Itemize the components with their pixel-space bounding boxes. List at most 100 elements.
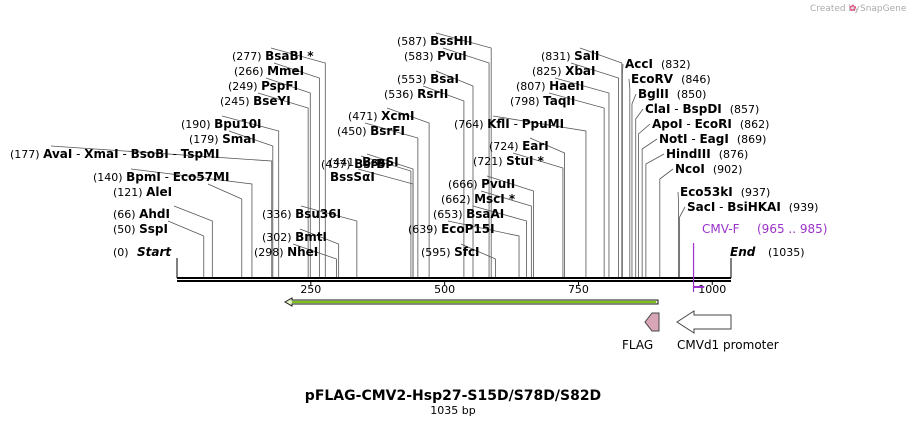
primer-cmv-f[interactable]: CMV-F (965 .. 985) [692, 222, 828, 292]
cut-site-avai[interactable]: (177) AvaI - XmaI - BsoBI - TspMI [10, 147, 219, 161]
cut-site-bsssi[interactable]: (441) BssSI [329, 155, 399, 169]
cut-site-label: (721) StuI * [473, 154, 545, 168]
leader-line [641, 138, 658, 277]
cut-site-apoi[interactable]: ApoI - EcoRI (862) [652, 117, 769, 131]
cut-site-bsabi[interactable]: (277) BsaBI * [232, 49, 314, 63]
leader-line [447, 220, 520, 277]
cut-site-stui[interactable]: (721) StuI * [473, 154, 545, 168]
cut-site-bsu36i[interactable]: (336) Bsu36I [262, 207, 341, 221]
cut-site-label: (666) PvuII [448, 177, 515, 191]
leader-line [635, 108, 644, 277]
leader-line [366, 153, 414, 277]
cut-site-bmti[interactable]: (302) BmtI [262, 230, 327, 244]
cut-site-label: (553) BsaI [397, 72, 459, 86]
start-position: (0) [113, 246, 129, 259]
cut-site-pspfi[interactable]: (249) PspFI [228, 79, 298, 93]
cut-site-label: (177) AvaI - XmaI - BsoBI - TspMI [10, 147, 219, 161]
leader-line [628, 78, 631, 277]
cut-site-label: BglII (850) [638, 87, 706, 101]
cut-site-bsssαi[interactable]: BssSαI [330, 170, 375, 184]
cut-site-label: Eco53kI (937) [680, 185, 770, 199]
cut-site-ncoi[interactable]: NcoI (902) [675, 162, 742, 176]
cut-site-label: (121) AleI [113, 185, 172, 199]
cut-site-label: (639) EcoP15I [408, 222, 495, 236]
cut-site-sfci[interactable]: (595) SfcI [421, 245, 480, 259]
cut-site-bsshii[interactable]: (587) BssHII [397, 34, 472, 48]
cut-site-bsrfi[interactable]: (450) BsrFI [337, 124, 405, 138]
leader-line [357, 168, 414, 277]
orf-arrow[interactable] [283, 297, 659, 307]
cut-site-pvuii[interactable]: (666) PvuII [448, 177, 515, 191]
cut-site-msci[interactable]: (662) MscI * [441, 192, 516, 206]
cut-site-clai[interactable]: ClaI - BspDI (857) [645, 102, 759, 116]
cut-site-label: (587) BssHII [397, 34, 472, 48]
cut-site-taqii[interactable]: (798) TaqII [510, 94, 575, 108]
cut-site-label: (798) TaqII [510, 94, 575, 108]
leader-line [300, 205, 358, 277]
cut-site-label: HindIII (876) [666, 147, 748, 161]
cut-site-ecorv[interactable]: EcoRV (846) [631, 72, 711, 86]
leader-line [442, 47, 490, 277]
cut-site-eco53ki[interactable]: Eco53kI (937) [680, 185, 770, 199]
leader-line [579, 47, 623, 277]
cut-site-bsai[interactable]: (553) BsaI [397, 72, 459, 86]
leader-line [173, 205, 213, 277]
cut-site-label: (807) HaeII [516, 79, 584, 93]
cut-site-kfli[interactable]: (764) KflI - PpuMI [454, 117, 564, 131]
leader-line [637, 123, 651, 277]
cut-site-bseyi[interactable]: (245) BseYI [220, 94, 291, 108]
cut-site-label: (536) RsrII [384, 87, 448, 101]
cut-site-acci[interactable]: AccI (832) [625, 57, 691, 71]
cut-site-noti[interactable]: NotI - EagI (869) [659, 132, 766, 146]
cut-site-smai[interactable]: (179) SmaI [189, 132, 256, 146]
cut-site-ahdi[interactable]: (66) AhdI [113, 207, 170, 221]
leader-line [554, 77, 610, 277]
cut-site-label: (277) BsaBI * [232, 49, 314, 63]
leader-line [621, 63, 624, 277]
leader-line [512, 152, 564, 277]
leader-line [460, 243, 496, 277]
cut-site-nhei[interactable]: (298) NheI [254, 245, 318, 259]
cut-site-haeii[interactable]: (807) HaeII [516, 79, 584, 93]
credit-brand: SnapGene [860, 4, 907, 14]
cut-site-alei[interactable]: (121) AleI [113, 185, 172, 199]
cut-site-mmei[interactable]: (266) MmeI [234, 64, 304, 78]
cmvd1-promoter-feature[interactable] [676, 310, 732, 334]
cut-site-saci[interactable]: SacI - BsiHKAI (939) [687, 200, 818, 214]
cut-site-hindiii[interactable]: HindIII (876) [666, 147, 748, 161]
leader-line [679, 206, 686, 277]
tick-label: 500 [434, 283, 455, 296]
cut-site-leaders [50, 32, 686, 277]
cut-site-sspi[interactable]: (50) SspI [113, 222, 168, 236]
cut-site-label: (249) PspFI [228, 79, 298, 93]
cut-site-rsrii[interactable]: (536) RsrII [384, 87, 448, 101]
leader-line [50, 145, 273, 277]
cut-site-pvui[interactable]: (583) PvuI [404, 49, 467, 63]
cut-site-label: (179) SmaI [189, 132, 256, 146]
leader-line [677, 191, 679, 277]
cut-site-label: (764) KflI - PpuMI [454, 117, 564, 131]
cut-site-bpmi[interactable]: (140) BpmI - Eco57MI [93, 170, 229, 184]
tick-label: 1000 [698, 283, 726, 296]
cut-site-label: (66) AhdI [113, 207, 170, 221]
cut-site-bglii[interactable]: BglII (850) [638, 87, 706, 101]
leader-line [435, 70, 474, 277]
cut-site-xbai[interactable]: (825) XbaI [532, 64, 595, 78]
leader-line [386, 107, 430, 277]
cut-site-eari[interactable]: (724) EarI [489, 139, 549, 153]
leader-line [130, 168, 253, 277]
cut-site-label: (266) MmeI [234, 64, 304, 78]
cut-site-sali[interactable]: (831) SalI [541, 49, 599, 63]
cut-site-ecop15i[interactable]: (639) EcoP15I [408, 222, 495, 236]
cut-site-bsrbi[interactable]: (437) BsrBI [321, 157, 390, 171]
primer-range: (965 .. 985) [757, 222, 827, 236]
leader-line [529, 137, 565, 277]
leader-line [228, 130, 274, 277]
cut-site-xcmi[interactable]: (471) XcmI [348, 109, 414, 123]
cut-site-label: (245) BseYI [220, 94, 291, 108]
cut-site-bpu10i[interactable]: (190) Bpu10I [181, 117, 262, 131]
leader-line [265, 77, 311, 277]
cut-site-bsaai[interactable]: (653) BsaAI [433, 207, 504, 221]
flag-feature[interactable] [644, 312, 660, 332]
